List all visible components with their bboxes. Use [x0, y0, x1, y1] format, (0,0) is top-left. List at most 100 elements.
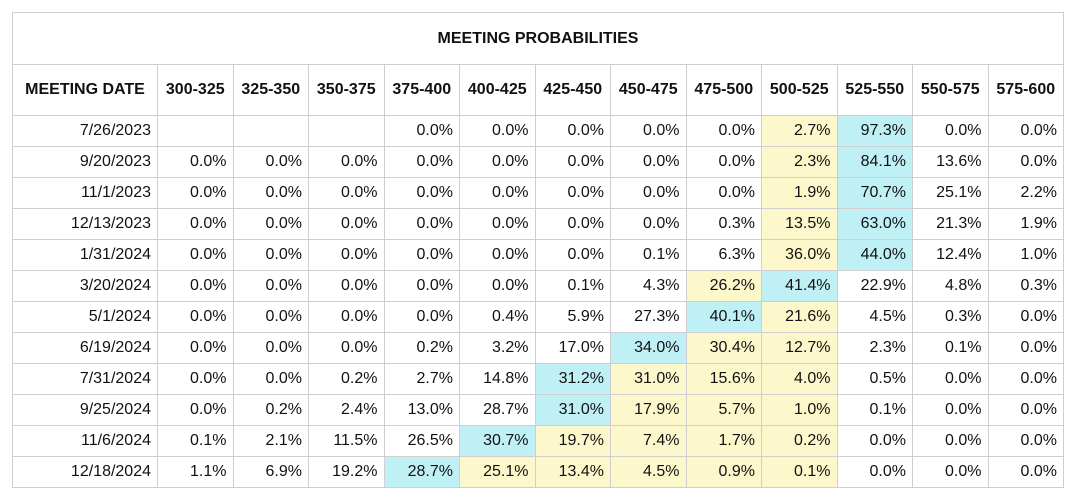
probability-cell: 0.0%	[157, 363, 234, 395]
probability-cell: 0.0%	[383, 270, 460, 302]
probability-cell: 4.8%	[912, 270, 989, 302]
probability-cell: 0.5%	[836, 363, 913, 395]
probability-cell: 0.0%	[459, 208, 536, 240]
probability-cell: 0.0%	[459, 270, 536, 302]
probability-cell: 0.9%	[685, 456, 762, 488]
data-row: 12/18/2024 1.1% 6.9% 19.2% 28.7% 25.1% 13.4% 4.…	[12, 456, 1064, 488]
probability-cell: 0.0%	[685, 146, 762, 178]
probability-cell: 0.3%	[987, 270, 1064, 302]
column-header: 300-325	[157, 64, 234, 116]
probability-cell: 0.0%	[685, 177, 762, 209]
probability-cell: 27.3%	[610, 301, 687, 333]
probability-cell: 0.0%	[987, 425, 1064, 457]
probability-cell: 22.9%	[836, 270, 913, 302]
data-row: 1/31/2024 0.0% 0.0% 0.0% 0.0% 0.0% 0.0% 0.1% 6.3…	[12, 239, 1064, 271]
probability-cell: 0.0%	[383, 177, 460, 209]
probability-cell: 25.1%	[912, 177, 989, 209]
probability-cell: 0.0%	[232, 208, 309, 240]
column-header: 500-525	[761, 64, 838, 116]
probability-cell: 13.6%	[912, 146, 989, 178]
probability-cell: 0.0%	[534, 146, 611, 178]
meeting-date: 7/26/2023	[12, 115, 158, 147]
probability-cell: 0.0%	[987, 115, 1064, 147]
probability-cell: 19.2%	[308, 456, 385, 488]
probability-cell: 13.5%	[761, 208, 838, 240]
column-header: 375-400	[383, 64, 460, 116]
probability-cell: 2.7%	[383, 363, 460, 395]
probability-cell: 0.2%	[308, 363, 385, 395]
probability-cell: 0.0%	[232, 301, 309, 333]
header-row: MEETING DATE 300-325 325-350 350-375 375-400…	[12, 64, 1064, 116]
probability-cell: 30.4%	[685, 332, 762, 364]
probability-cell: 17.0%	[534, 332, 611, 364]
probability-cell: 0.2%	[232, 394, 309, 426]
probability-cell: 0.0%	[610, 208, 687, 240]
probability-cell: 0.0%	[987, 146, 1064, 178]
meeting-date: 9/20/2023	[12, 146, 158, 178]
probability-cell: 31.0%	[534, 394, 611, 426]
probability-cell: 4.3%	[610, 270, 687, 302]
column-header: 550-575	[912, 64, 989, 116]
probability-cell	[157, 115, 234, 147]
data-row: 3/20/2024 0.0% 0.0% 0.0% 0.0% 0.0% 0.1% 4.3% 26.…	[12, 270, 1064, 302]
probability-cell: 0.1%	[836, 394, 913, 426]
probability-cell: 26.2%	[685, 270, 762, 302]
meeting-date: 5/1/2024	[12, 301, 158, 333]
probability-cell: 2.3%	[836, 332, 913, 364]
probability-cell: 0.0%	[459, 115, 536, 147]
column-header: 450-475	[610, 64, 687, 116]
probability-cell: 0.0%	[383, 239, 460, 271]
probability-cell: 5.9%	[534, 301, 611, 333]
probability-cell: 0.0%	[459, 146, 536, 178]
probability-cell: 0.1%	[534, 270, 611, 302]
probability-cell: 0.0%	[232, 332, 309, 364]
probability-cell: 0.0%	[308, 208, 385, 240]
meeting-date: 11/1/2023	[12, 177, 158, 209]
probability-cell: 13.4%	[534, 456, 611, 488]
probability-cell: 31.0%	[610, 363, 687, 395]
probability-cell: 34.0%	[610, 332, 687, 364]
data-row: 5/1/2024 0.0% 0.0% 0.0% 0.0% 0.4% 5.9% 27.3% 40.…	[12, 301, 1064, 333]
data-row: 7/31/2024 0.0% 0.0% 0.2% 2.7% 14.8% 31.2% 31.0%…	[12, 363, 1064, 395]
probability-cell: 2.1%	[232, 425, 309, 457]
probability-cell: 0.0%	[232, 177, 309, 209]
column-header: 400-425	[459, 64, 536, 116]
meeting-date: 11/6/2024	[12, 425, 158, 457]
probability-cell: 2.2%	[987, 177, 1064, 209]
probability-cell: 0.0%	[157, 177, 234, 209]
probability-cell: 0.0%	[157, 270, 234, 302]
probability-cell: 0.0%	[308, 301, 385, 333]
probability-cell: 0.0%	[157, 146, 234, 178]
probability-cell: 0.0%	[459, 177, 536, 209]
probability-cell: 0.0%	[459, 239, 536, 271]
probability-cell: 0.0%	[987, 301, 1064, 333]
meeting-date: 6/19/2024	[12, 332, 158, 364]
data-row: 7/26/2023 0.0% 0.0% 0.0% 0.0% 0.0% 2.7% 97.3% 0.…	[12, 115, 1064, 147]
probability-cell: 0.0%	[610, 115, 687, 147]
probability-cell: 1.9%	[761, 177, 838, 209]
probability-cell: 21.3%	[912, 208, 989, 240]
probability-cell: 0.0%	[308, 239, 385, 271]
probability-cell: 4.5%	[836, 301, 913, 333]
probability-cell: 0.0%	[836, 456, 913, 488]
probability-cell	[232, 115, 309, 147]
probability-cell: 2.4%	[308, 394, 385, 426]
probability-cell: 0.0%	[610, 146, 687, 178]
probability-cell: 30.7%	[459, 425, 536, 457]
probability-cell: 7.4%	[610, 425, 687, 457]
probability-cell: 0.0%	[232, 270, 309, 302]
probability-cell: 0.0%	[836, 425, 913, 457]
probability-cell: 0.0%	[912, 115, 989, 147]
probability-cell: 0.0%	[308, 332, 385, 364]
probability-cell: 0.0%	[157, 301, 234, 333]
probability-cell: 0.0%	[157, 239, 234, 271]
probability-cell: 2.7%	[761, 115, 838, 147]
probability-cell: 0.0%	[157, 394, 234, 426]
probability-cell: 0.3%	[912, 301, 989, 333]
data-row: 11/6/2024 0.1% 2.1% 11.5% 26.5% 30.7% 19.7% 7.4…	[12, 425, 1064, 457]
probability-cell: 1.9%	[987, 208, 1064, 240]
probability-cell: 0.0%	[308, 270, 385, 302]
probability-cell: 12.7%	[761, 332, 838, 364]
probability-cell: 41.4%	[761, 270, 838, 302]
data-row: 12/13/2023 0.0% 0.0% 0.0% 0.0% 0.0% 0.0% 0.0% 0.…	[12, 208, 1064, 240]
